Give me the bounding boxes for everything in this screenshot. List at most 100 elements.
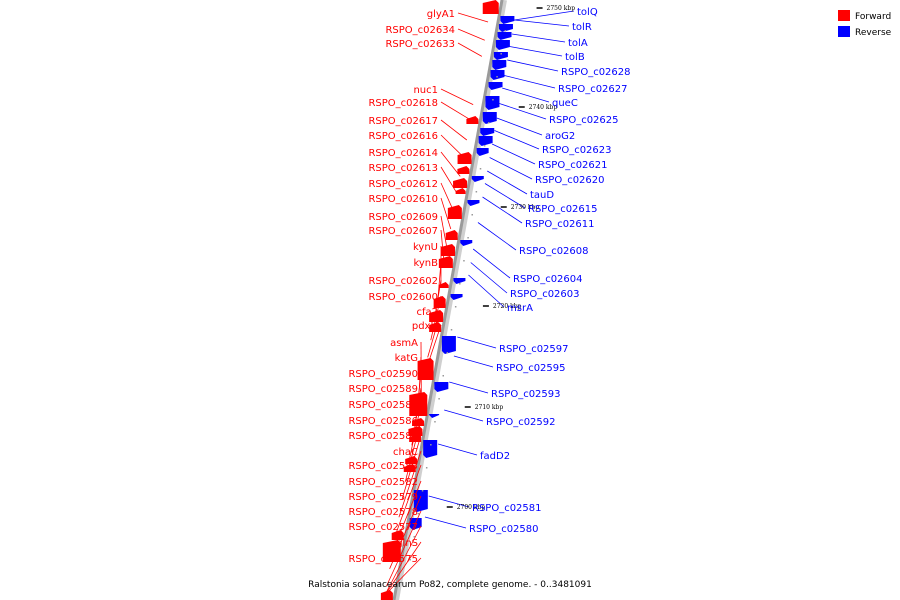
reverse-gene-block [493,52,508,60]
legend-forward-label: Forward [855,12,891,22]
forward-gene-label: RSPO_c02600 [368,292,438,303]
reverse-gene-block [490,70,505,80]
forward-gene-label: pdxH [412,321,438,332]
grid-dot [442,375,444,377]
reverse-gene-block [434,382,449,392]
reverse-gene-label: tolR [572,22,592,33]
forward-label-leader [384,541,422,596]
grid-dot [430,444,432,446]
reverse-gene-label: tauD [530,190,554,201]
reverse-gene-label: fadD2 [480,451,510,462]
forward-gene-label: RSPO_c02582 [348,477,418,488]
forward-gene-label: RSPO_c02589 [348,384,418,395]
forward-label-leader [440,229,445,266]
forward-gene-label: RSPO_c02612 [368,179,438,190]
reverse-label-leader [489,157,533,180]
grid-dot [504,30,507,32]
forward-gene-block [482,0,499,14]
grid-dot [413,536,416,538]
reverse-gene-block [485,96,500,110]
forward-label-leader [424,324,442,374]
forward-gene-label: RSPO_c02586 [348,416,418,427]
reverse-gene-label: RSPO_c02628 [561,67,631,78]
reverse-gene-block [467,200,480,206]
reverse-gene-block [495,40,510,50]
forward-gene-label: RSPO_c02588 [348,400,418,411]
forward-label-leader [430,295,442,341]
forward-label-leader [440,166,458,194]
forward-gene-block [382,540,401,562]
forward-label-leader [457,28,485,41]
scale-tick-label: 2740 kbp [529,104,558,111]
forward-label-leader [440,151,461,177]
reverse-label-leader [482,196,523,224]
forward-gene-block [403,464,416,472]
grid-dot [450,329,453,331]
forward-gene-block [441,244,455,256]
reverse-gene-label: RSPO_c02621 [538,160,608,171]
forward-gene-block [455,188,466,194]
reverse-gene-label: RSPO_c02625 [549,115,619,126]
reverse-label-leader [484,183,526,209]
reverse-label-leader [511,33,566,43]
forward-label-leader [392,480,422,552]
reverse-label-leader [499,103,547,120]
reverse-gene-block [450,294,463,300]
forward-label-leader [386,510,422,587]
reverse-gene-label: RSPO_c02597 [499,344,569,355]
grid-dot [454,306,457,308]
legend-reverse-swatch [838,26,850,37]
forward-gene-block [457,166,470,174]
forward-label-leader [440,182,455,212]
forward-gene-block [409,434,422,442]
forward-label-leader [440,197,452,230]
reverse-gene-block [423,440,438,458]
reverse-gene-block [460,240,473,246]
reverse-gene-label: RSPO_c02615 [528,204,598,215]
reverse-label-leader [449,381,489,394]
forward-gene-label: chaC [393,447,418,458]
forward-label-leader [440,215,448,250]
reverse-label-leader [437,443,478,456]
forward-label-leader [440,119,468,141]
forward-label-leader [384,557,422,596]
grid-dot [483,145,486,147]
reverse-label-leader [428,495,470,508]
forward-gene-label: RSPO_c02617 [368,116,438,127]
forward-gene-label: RSPO_c02610 [368,194,438,205]
grid-dot [421,490,424,492]
grid-dot [417,513,420,515]
reverse-gene-block [500,16,515,24]
reverse-gene-block [453,278,466,284]
forward-label-leader [408,403,422,464]
grid-dot [463,260,465,262]
scale-tick-label: 2750 kbp [547,5,576,12]
reverse-label-leader [453,355,494,368]
legend: Forward Reverse [838,10,892,38]
map-caption: Ralstonia solanacearum Po82, complete ge… [308,580,592,590]
reverse-gene-label: RSPO_c02592 [486,417,556,428]
grid-dot [425,467,428,469]
reverse-label-leader [457,336,497,349]
forward-gene-label: RSPO_c02583 [348,461,418,472]
grid-dot [471,214,473,216]
grid-dot [467,237,469,239]
reverse-gene-label: RSPO_c02581 [472,503,542,514]
forward-label-leader [395,464,422,534]
forward-label-leader [457,12,489,23]
reverse-gene-label: RSPO_c02580 [469,524,539,535]
reverse-gene-label: msrA [507,303,533,314]
reverse-label-leader [470,262,508,294]
forward-label-leader [389,495,422,569]
scale-tick-label: 2710 kbp [475,404,504,411]
forward-gene-label: RSPO_c02579 [348,492,418,503]
reverse-label-leader [502,87,550,103]
forward-label-leader [433,279,442,323]
forward-gene-block [429,322,442,332]
forward-gene-label: RSPO_c02618 [368,98,438,109]
reverse-gene-label: RSPO_c02595 [496,363,566,374]
grid-dot [496,76,498,78]
forward-gene-label: katG [395,353,418,364]
grid-dot [500,53,502,55]
